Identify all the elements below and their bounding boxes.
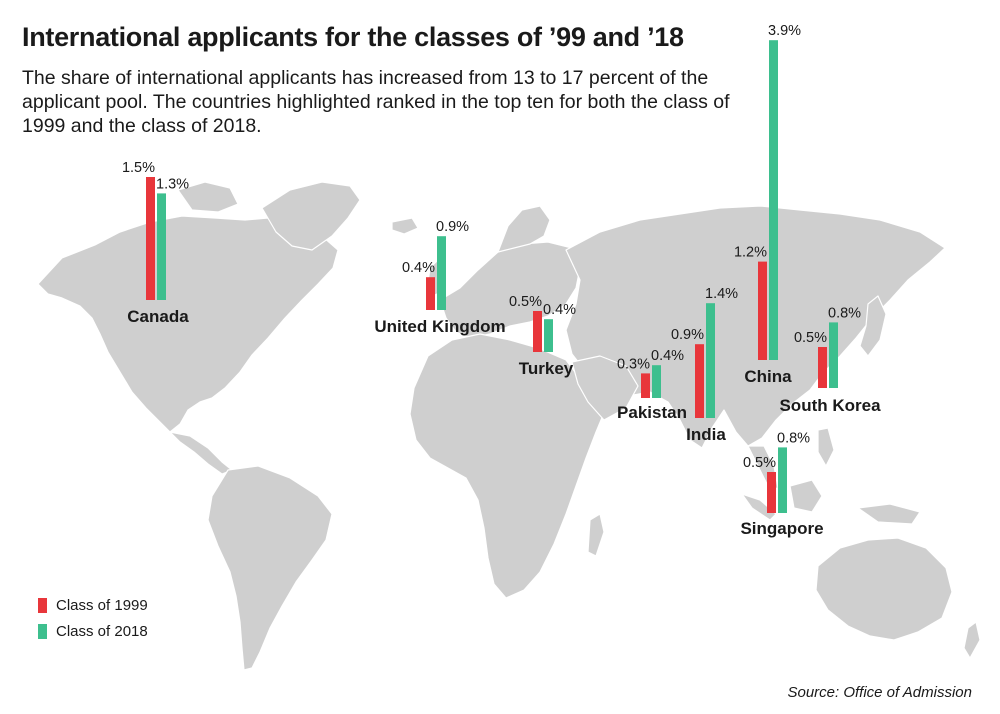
arabia-landmass — [571, 355, 639, 421]
country-label-canada: Canada — [127, 307, 189, 326]
legend-swatch-1999 — [38, 597, 47, 613]
country-label-layer: Canada United Kingdom Turkey Pakistan India C… — [127, 307, 881, 538]
bar-united-kingdom-2018 — [437, 236, 446, 310]
new-guinea-landmass — [857, 503, 921, 525]
bar-turkey-1999 — [533, 311, 542, 352]
legend-swatch-2018 — [38, 623, 47, 639]
value-label-china-2018: 3.9% — [768, 23, 801, 39]
bar-canada-2018 — [157, 193, 166, 300]
bar-china-2018 — [769, 40, 778, 360]
bar-united-kingdom-1999 — [426, 277, 435, 310]
country-label-south-korea: South Korea — [779, 396, 881, 415]
central-america-landmass — [169, 431, 233, 475]
bar-singapore-2018 — [778, 447, 787, 513]
value-label-india-1999: 0.9% — [671, 327, 704, 343]
value-label-south-korea-2018: 0.8% — [828, 305, 861, 321]
country-label-pakistan: Pakistan — [617, 403, 687, 422]
value-label-pakistan-2018: 0.4% — [651, 348, 684, 364]
bar-pakistan-2018 — [652, 365, 661, 398]
bar-india-1999 — [695, 344, 704, 418]
legend-label-1999: Class of 1999 — [56, 596, 148, 614]
chart-title: International applicants for the classes… — [22, 22, 684, 52]
sumatra-landmass — [741, 493, 777, 521]
country-label-china: China — [744, 367, 792, 386]
value-label-canada-1999: 1.5% — [122, 160, 155, 176]
legend: Class of 1999 Class of 2018 — [38, 592, 148, 644]
value-label-south-korea-1999: 0.5% — [794, 330, 827, 346]
south-america-landmass — [207, 465, 333, 671]
value-label-turkey-1999: 0.5% — [509, 294, 542, 310]
legend-label-2018: Class of 2018 — [56, 622, 148, 640]
arctic-islands-landmass — [177, 181, 239, 213]
country-label-united-kingdom: United Kingdom — [374, 317, 505, 336]
scandinavia-landmass — [497, 205, 551, 253]
greenland-landmass — [261, 181, 361, 251]
chart-subtitle: The share of international applicants ha… — [22, 67, 730, 137]
new-zealand-landmass — [963, 621, 981, 659]
borneo-landmass — [789, 479, 823, 513]
value-label-singapore-1999: 0.5% — [743, 455, 776, 471]
bar-south-korea-1999 — [818, 347, 827, 388]
madagascar-landmass — [587, 513, 605, 557]
bar-india-2018 — [706, 303, 715, 418]
value-label-india-2018: 1.4% — [705, 286, 738, 302]
value-label-united-kingdom-2018: 0.9% — [436, 219, 469, 235]
value-label-united-kingdom-1999: 0.4% — [402, 260, 435, 276]
australia-landmass — [815, 537, 953, 641]
bar-layer — [146, 40, 838, 513]
japan-landmass — [859, 295, 887, 357]
value-label-pakistan-1999: 0.3% — [617, 356, 650, 372]
north-america-landmass — [37, 215, 339, 433]
country-label-turkey: Turkey — [519, 359, 574, 378]
iceland-landmass — [391, 217, 419, 235]
value-label-singapore-2018: 0.8% — [777, 430, 810, 446]
country-label-india: India — [686, 425, 726, 444]
legend-item-1999: Class of 1999 — [38, 592, 148, 618]
bar-canada-1999 — [146, 177, 155, 300]
value-label-canada-2018: 1.3% — [156, 176, 189, 192]
country-label-singapore: Singapore — [740, 519, 823, 538]
legend-item-2018: Class of 2018 — [38, 618, 148, 644]
bar-singapore-1999 — [767, 472, 776, 513]
bar-china-1999 — [758, 261, 767, 360]
value-label-layer: 1.5%1.3%0.4%0.9%0.5%0.4%0.3%0.4%0.9%1.4%… — [122, 23, 861, 471]
bar-turkey-2018 — [544, 319, 553, 352]
value-label-turkey-2018: 0.4% — [543, 302, 576, 318]
bar-south-korea-2018 — [829, 322, 838, 388]
bar-pakistan-1999 — [641, 373, 650, 398]
value-label-china-1999: 1.2% — [734, 245, 767, 261]
philippines-landmass — [817, 427, 835, 467]
source-note: Source: Office of Admission — [787, 684, 972, 701]
